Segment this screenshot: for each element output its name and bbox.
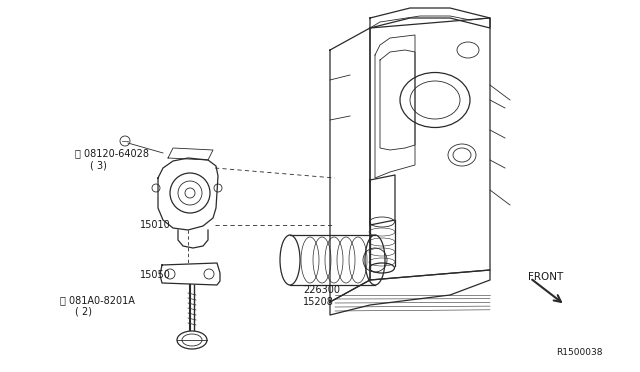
Text: ( 3): ( 3) (90, 160, 107, 170)
Text: 226300: 226300 (303, 285, 340, 295)
Text: Ⓑ 081A0-8201A: Ⓑ 081A0-8201A (60, 295, 135, 305)
Text: Ⓑ 08120-64028: Ⓑ 08120-64028 (75, 148, 149, 158)
Text: ( 2): ( 2) (75, 307, 92, 317)
Text: 15208: 15208 (303, 297, 334, 307)
Text: 15050: 15050 (140, 270, 171, 280)
Text: FRONT: FRONT (528, 272, 563, 282)
Text: 15010: 15010 (140, 220, 171, 230)
Text: R1500038: R1500038 (556, 348, 602, 357)
